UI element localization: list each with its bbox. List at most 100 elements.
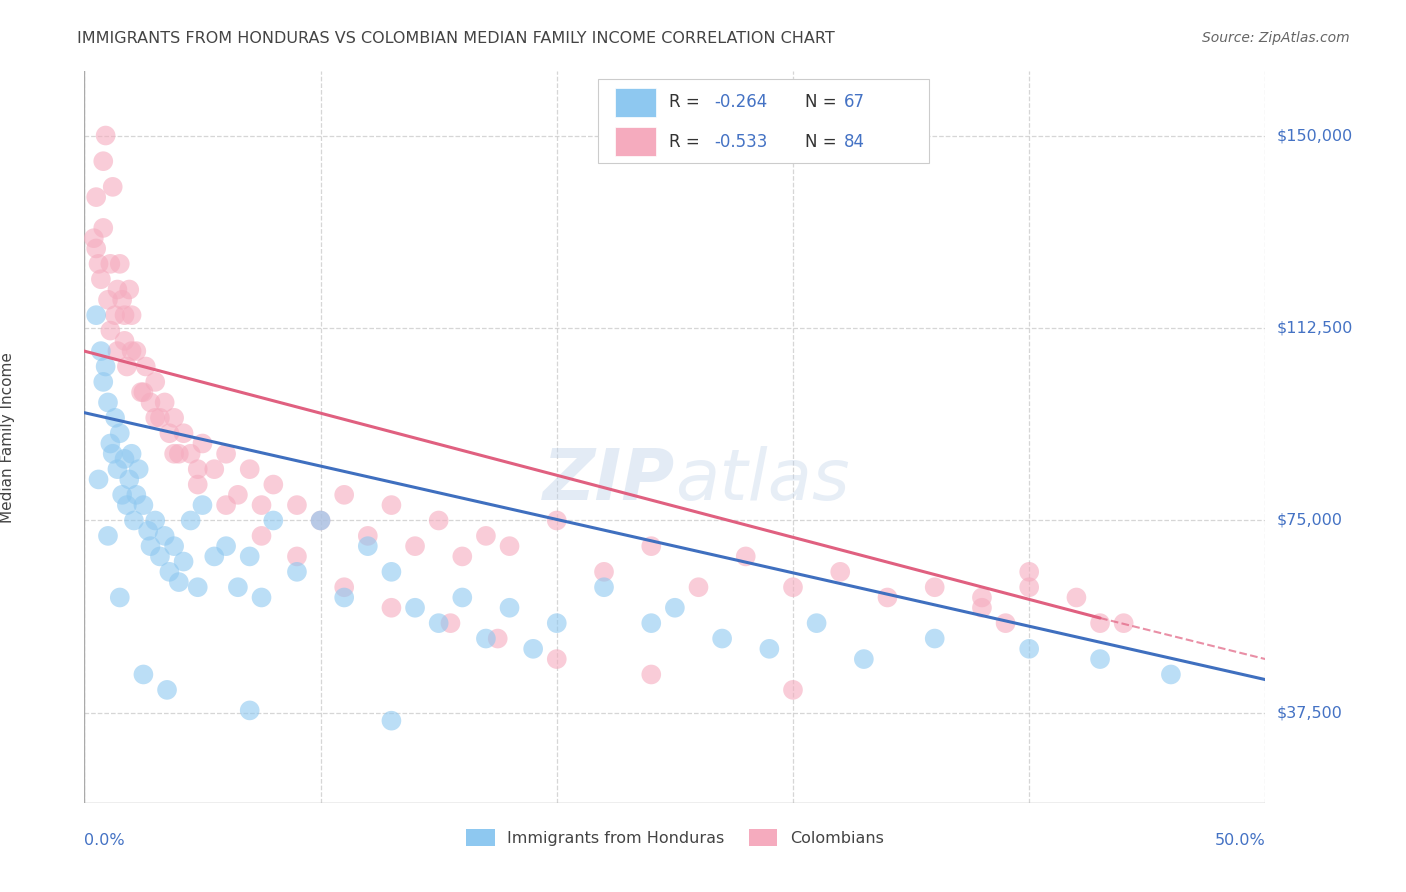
Point	[132, 498, 155, 512]
Point	[380, 498, 402, 512]
Point	[84, 190, 107, 204]
Text: Source: ZipAtlas.com: Source: ZipAtlas.com	[1202, 31, 1350, 45]
Point	[451, 549, 474, 564]
Point	[215, 447, 238, 461]
Point	[128, 462, 150, 476]
Point	[970, 600, 993, 615]
Point	[180, 514, 202, 528]
Point	[486, 632, 509, 646]
Text: N =: N =	[804, 94, 842, 112]
Point	[498, 600, 520, 615]
Point	[380, 600, 402, 615]
Point	[107, 283, 129, 297]
Point	[1160, 667, 1182, 681]
Point	[1112, 616, 1135, 631]
Point	[262, 477, 284, 491]
Point	[101, 179, 124, 194]
Point	[136, 524, 159, 538]
Point	[546, 652, 568, 666]
Point	[139, 539, 162, 553]
Point	[149, 549, 172, 564]
Text: atlas: atlas	[675, 447, 849, 516]
Point	[191, 498, 214, 512]
Point	[108, 591, 131, 605]
Point	[498, 539, 520, 553]
Point	[143, 514, 166, 528]
Point	[202, 549, 225, 564]
Point	[404, 600, 426, 615]
Point	[108, 426, 131, 441]
Point	[475, 529, 498, 543]
Point	[104, 308, 127, 322]
Point	[758, 641, 780, 656]
Point	[107, 344, 129, 359]
Point	[121, 344, 143, 359]
Text: $112,500: $112,500	[1277, 320, 1353, 335]
Point	[139, 395, 162, 409]
Point	[135, 359, 157, 374]
Point	[546, 514, 568, 528]
Point	[1088, 652, 1111, 666]
Point	[215, 539, 238, 553]
Point	[84, 242, 107, 256]
Point	[782, 580, 804, 594]
Point	[83, 231, 105, 245]
Point	[191, 436, 214, 450]
Point	[994, 616, 1017, 631]
Point	[593, 565, 616, 579]
Point	[640, 667, 662, 681]
Point	[156, 682, 179, 697]
Point	[90, 272, 112, 286]
Point	[404, 539, 426, 553]
Point	[108, 257, 131, 271]
Point	[640, 539, 662, 553]
Point	[250, 498, 273, 512]
Point	[153, 395, 176, 409]
Point	[107, 462, 129, 476]
Point	[226, 488, 249, 502]
Point	[970, 591, 993, 605]
Point	[118, 472, 141, 486]
Point	[924, 580, 946, 594]
Text: Median Family Income: Median Family Income	[0, 351, 15, 523]
Point	[924, 632, 946, 646]
Point	[250, 591, 273, 605]
Point	[111, 488, 134, 502]
Point	[187, 580, 209, 594]
Point	[333, 591, 356, 605]
Point	[98, 324, 121, 338]
Point	[688, 580, 710, 594]
Point	[451, 591, 474, 605]
Point	[439, 616, 461, 631]
Point	[163, 410, 186, 425]
Point	[153, 529, 176, 543]
Point	[121, 447, 143, 461]
Point	[1066, 591, 1088, 605]
Point	[333, 488, 356, 502]
Point	[734, 549, 756, 564]
Point	[121, 308, 143, 322]
Text: 84: 84	[844, 133, 865, 151]
Text: 0.0%: 0.0%	[84, 833, 125, 848]
Point	[522, 641, 544, 656]
FancyBboxPatch shape	[614, 87, 657, 117]
Point	[111, 293, 134, 307]
Point	[876, 591, 898, 605]
Point	[1088, 616, 1111, 631]
Point	[94, 359, 117, 374]
Point	[333, 580, 356, 594]
Point	[546, 616, 568, 631]
Point	[104, 410, 127, 425]
Text: N =: N =	[804, 133, 842, 151]
Point	[84, 308, 107, 322]
Point	[125, 344, 148, 359]
Point	[239, 549, 262, 564]
Point	[167, 447, 190, 461]
Point	[806, 616, 828, 631]
Point	[129, 385, 152, 400]
Point	[664, 600, 686, 615]
Text: 50.0%: 50.0%	[1215, 833, 1265, 848]
Point	[97, 293, 120, 307]
Point	[250, 529, 273, 543]
Text: $37,500: $37,500	[1277, 706, 1343, 721]
